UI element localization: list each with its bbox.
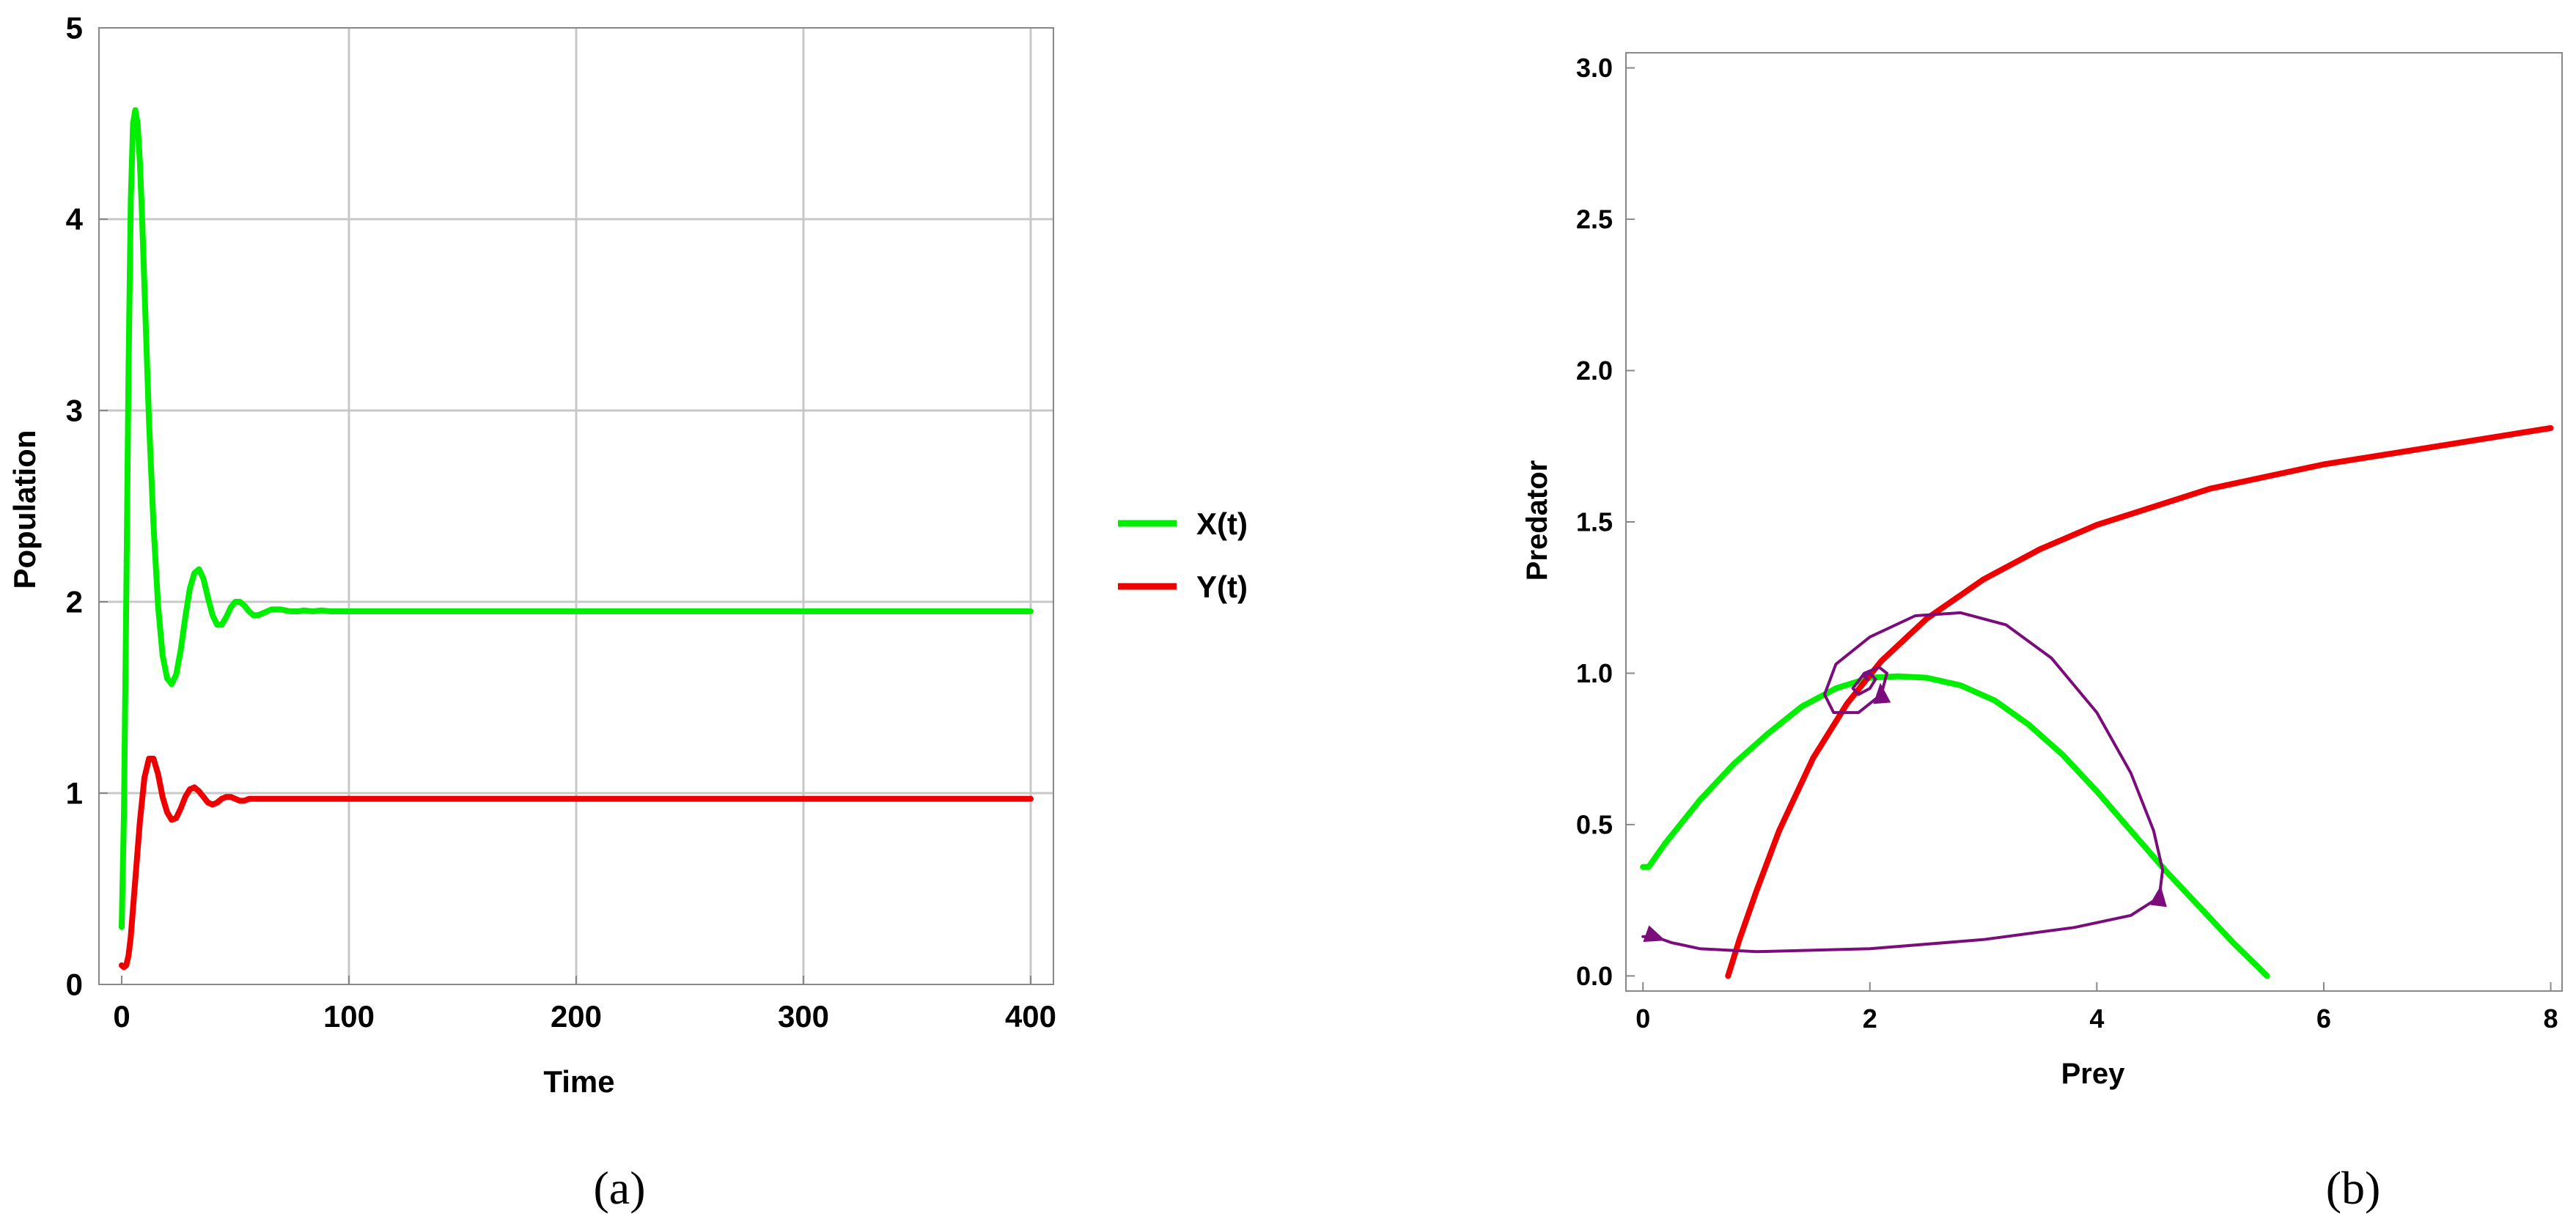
panel-b-frame — [1625, 52, 2563, 992]
panel-b-ticks: 0 2 4 6 8 0.0 0.5 1.0 1.5 2.0 2.5 3.0 — [1576, 53, 2558, 1034]
x-tick-label: 6 — [2316, 1003, 2331, 1034]
panel-b-ylabel: Predator — [1521, 460, 1553, 581]
panel-a-legend: X(t) Y(t) — [1118, 507, 1248, 604]
panel-a-gridlines — [99, 28, 1053, 984]
x-tick-label: 400 — [1005, 999, 1056, 1034]
series-line-0 — [119, 107, 1034, 930]
x-tick-label: 0 — [113, 999, 130, 1034]
x-tick-label: 8 — [2544, 1003, 2558, 1034]
series-line-1 — [1725, 425, 2554, 979]
legend-label-y: Y(t) — [1196, 570, 1248, 604]
panel-b-caption: (b) — [2326, 1162, 2381, 1214]
panel-a-xlabel: Time — [543, 1064, 614, 1099]
panel-a-ticks: 0 100 200 300 400 0 1 2 3 4 5 — [66, 11, 1056, 1034]
panel-a-series — [119, 107, 1034, 971]
y-tick-label: 2.5 — [1576, 205, 1613, 235]
y-tick-label: 2 — [66, 585, 83, 619]
y-tick-label: 0.5 — [1576, 810, 1613, 840]
y-tick-label: 2.0 — [1576, 356, 1613, 386]
y-tick-label: 3.0 — [1576, 53, 1613, 83]
panel-a-ylabel: Population — [7, 430, 42, 589]
panel-b-series — [1640, 425, 2554, 979]
y-tick-label: 1.0 — [1576, 658, 1613, 688]
y-tick-label: 1 — [66, 776, 83, 811]
x-tick-label: 200 — [551, 999, 602, 1034]
x-tick-label: 4 — [2089, 1003, 2104, 1034]
panel-b: 0 2 4 6 8 0.0 0.5 1.0 1.5 2.0 2.5 3.0 Prey Predator… — [1521, 52, 2563, 1214]
y-tick-label: 5 — [66, 11, 83, 45]
direction-arrow — [1643, 925, 1666, 942]
x-tick-label: 2 — [1863, 1003, 1877, 1034]
series-line-2 — [1641, 611, 2165, 954]
y-tick-label: 4 — [66, 202, 84, 237]
y-tick-label: 0.0 — [1576, 961, 1613, 991]
direction-arrow — [2149, 885, 2167, 907]
x-tick-label: 0 — [1635, 1003, 1650, 1034]
x-tick-label: 300 — [778, 999, 829, 1034]
panel-a-caption: (a) — [593, 1162, 645, 1214]
x-tick-label: 100 — [323, 999, 375, 1034]
y-tick-label: 0 — [66, 968, 83, 1002]
y-tick-label: 3 — [66, 394, 83, 428]
series-line-0 — [1640, 673, 2270, 979]
direction-arrow — [1873, 682, 1891, 704]
panel-b-xlabel: Prey — [2061, 1058, 2125, 1090]
series-line-1 — [119, 756, 1034, 971]
panel-b-arrows — [1643, 682, 2167, 942]
y-tick-label: 1.5 — [1576, 507, 1613, 537]
panel-a: 0 100 200 300 400 0 1 2 3 4 5 Time Population X(t)… — [7, 11, 1248, 1214]
legend-label-x: X(t) — [1196, 507, 1248, 541]
